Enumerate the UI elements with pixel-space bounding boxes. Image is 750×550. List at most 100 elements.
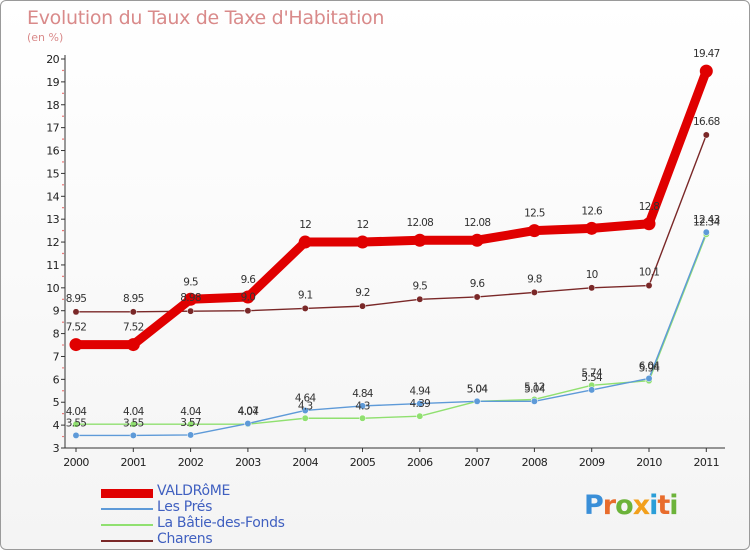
data-point bbox=[588, 284, 596, 292]
y-minor-tick bbox=[62, 92, 64, 95]
data-label: 4.94 bbox=[410, 386, 432, 398]
data-point bbox=[184, 292, 198, 306]
data-point bbox=[359, 414, 366, 422]
y-minor-tick bbox=[62, 298, 64, 300]
data-point bbox=[702, 228, 710, 236]
data-label: 9.6 bbox=[470, 278, 486, 290]
legend-label: VALDRôME bbox=[157, 483, 231, 499]
data-point bbox=[645, 374, 653, 382]
data-label: 9.5 bbox=[183, 276, 198, 288]
data-label: 9.2 bbox=[355, 287, 370, 299]
y-tick-label: 10 bbox=[46, 282, 59, 295]
data-point bbox=[470, 233, 484, 247]
y-minor-tick bbox=[62, 161, 64, 163]
data-point bbox=[69, 338, 83, 352]
data-label: 5.54 bbox=[581, 372, 603, 384]
data-label: 7.52 bbox=[66, 322, 87, 334]
data-point bbox=[585, 221, 599, 235]
series-points bbox=[69, 64, 713, 439]
x-tick-label: 2001 bbox=[120, 456, 146, 469]
series-lines bbox=[71, 66, 711, 437]
data-point bbox=[129, 431, 137, 439]
x-tick-label: 2008 bbox=[522, 456, 548, 469]
data-point bbox=[699, 64, 713, 78]
data-label: 5.04 bbox=[524, 383, 546, 395]
y-minor-tick bbox=[62, 252, 64, 255]
y-tick-label: 20 bbox=[46, 53, 59, 66]
data-label: 12.08 bbox=[407, 217, 434, 229]
data-point bbox=[359, 402, 366, 410]
y-minor-tick bbox=[62, 115, 64, 117]
legend-swatch bbox=[101, 540, 153, 542]
data-label: 4.84 bbox=[352, 388, 374, 400]
y-minor-tick bbox=[62, 435, 64, 438]
legend-label: Charens bbox=[157, 531, 213, 547]
data-label: 9.6 bbox=[241, 274, 257, 286]
data-label: 9.8 bbox=[527, 273, 542, 285]
y-tick-label: 19 bbox=[46, 76, 59, 89]
data-point bbox=[301, 407, 309, 414]
data-point bbox=[187, 420, 195, 428]
x-tick-label: 2002 bbox=[178, 456, 204, 469]
y-minor-tick bbox=[62, 69, 64, 72]
series-line bbox=[71, 66, 711, 350]
data-label: 4.3 bbox=[298, 400, 313, 412]
y-tick-label: 3 bbox=[53, 442, 60, 455]
data-point bbox=[301, 304, 309, 312]
data-label: 19.47 bbox=[693, 48, 720, 60]
data-point bbox=[588, 386, 596, 394]
y-tick-label: 6 bbox=[53, 373, 60, 386]
legend-label: La Bâtie-des-Fonds bbox=[157, 515, 285, 531]
data-label: 12.43 bbox=[693, 214, 720, 226]
data-label: 12.08 bbox=[464, 217, 491, 229]
x-tick-label: 2004 bbox=[292, 456, 318, 469]
data-label: 10 bbox=[586, 269, 598, 281]
data-point bbox=[642, 217, 656, 231]
data-label: 3.55 bbox=[123, 417, 144, 429]
data-point bbox=[126, 338, 140, 352]
data-label: 3.57 bbox=[180, 417, 201, 429]
data-point bbox=[416, 295, 424, 303]
data-point bbox=[645, 282, 653, 289]
data-label: 8.98 bbox=[180, 292, 201, 304]
data-label: 4.3 bbox=[355, 400, 370, 412]
y-minor-tick bbox=[62, 184, 64, 186]
data-point bbox=[702, 131, 710, 139]
x-tick-label: 2005 bbox=[350, 456, 376, 469]
data-point bbox=[356, 235, 369, 249]
legend-swatch bbox=[101, 508, 153, 510]
y-minor-tick bbox=[62, 138, 64, 140]
y-tick-label: 13 bbox=[46, 213, 59, 226]
data-label: 12.8 bbox=[639, 201, 660, 213]
data-label: 10.1 bbox=[639, 267, 660, 279]
data-label: 4.04 bbox=[238, 406, 260, 418]
data-labels: 8.95 8.95 8.98 9.0 9.1 9.2 9.5 9.6 9.8 10 10.1 16.6… bbox=[66, 48, 722, 429]
y-tick-label: 15 bbox=[46, 167, 59, 180]
x-tick-label: 2010 bbox=[636, 456, 662, 469]
data-point bbox=[241, 290, 255, 304]
data-point bbox=[473, 397, 481, 405]
data-label: 12.5 bbox=[524, 208, 545, 220]
proxiti-logo: Proxiti bbox=[584, 490, 679, 521]
data-label: 12 bbox=[299, 219, 311, 231]
series-line bbox=[75, 231, 707, 437]
data-point bbox=[413, 233, 427, 247]
data-point bbox=[72, 308, 80, 316]
data-label: 12.6 bbox=[581, 205, 603, 217]
y-tick-label: 14 bbox=[46, 190, 59, 203]
data-point bbox=[416, 412, 424, 420]
series-line bbox=[75, 233, 707, 425]
data-label: 8.95 bbox=[123, 293, 144, 305]
x-tick-label: 2006 bbox=[407, 456, 433, 469]
y-tick-label: 5 bbox=[53, 396, 60, 409]
chart-title: Evolution du Taux de Taxe d'Habitation bbox=[27, 7, 385, 29]
x-tick-label: 2009 bbox=[579, 456, 605, 469]
y-minor-tick bbox=[62, 229, 64, 232]
data-point bbox=[530, 288, 538, 296]
data-label: 9.5 bbox=[412, 280, 427, 292]
y-minor-tick bbox=[62, 275, 64, 278]
x-tick-label: 2011 bbox=[693, 456, 719, 469]
y-minor-tick bbox=[62, 367, 64, 369]
